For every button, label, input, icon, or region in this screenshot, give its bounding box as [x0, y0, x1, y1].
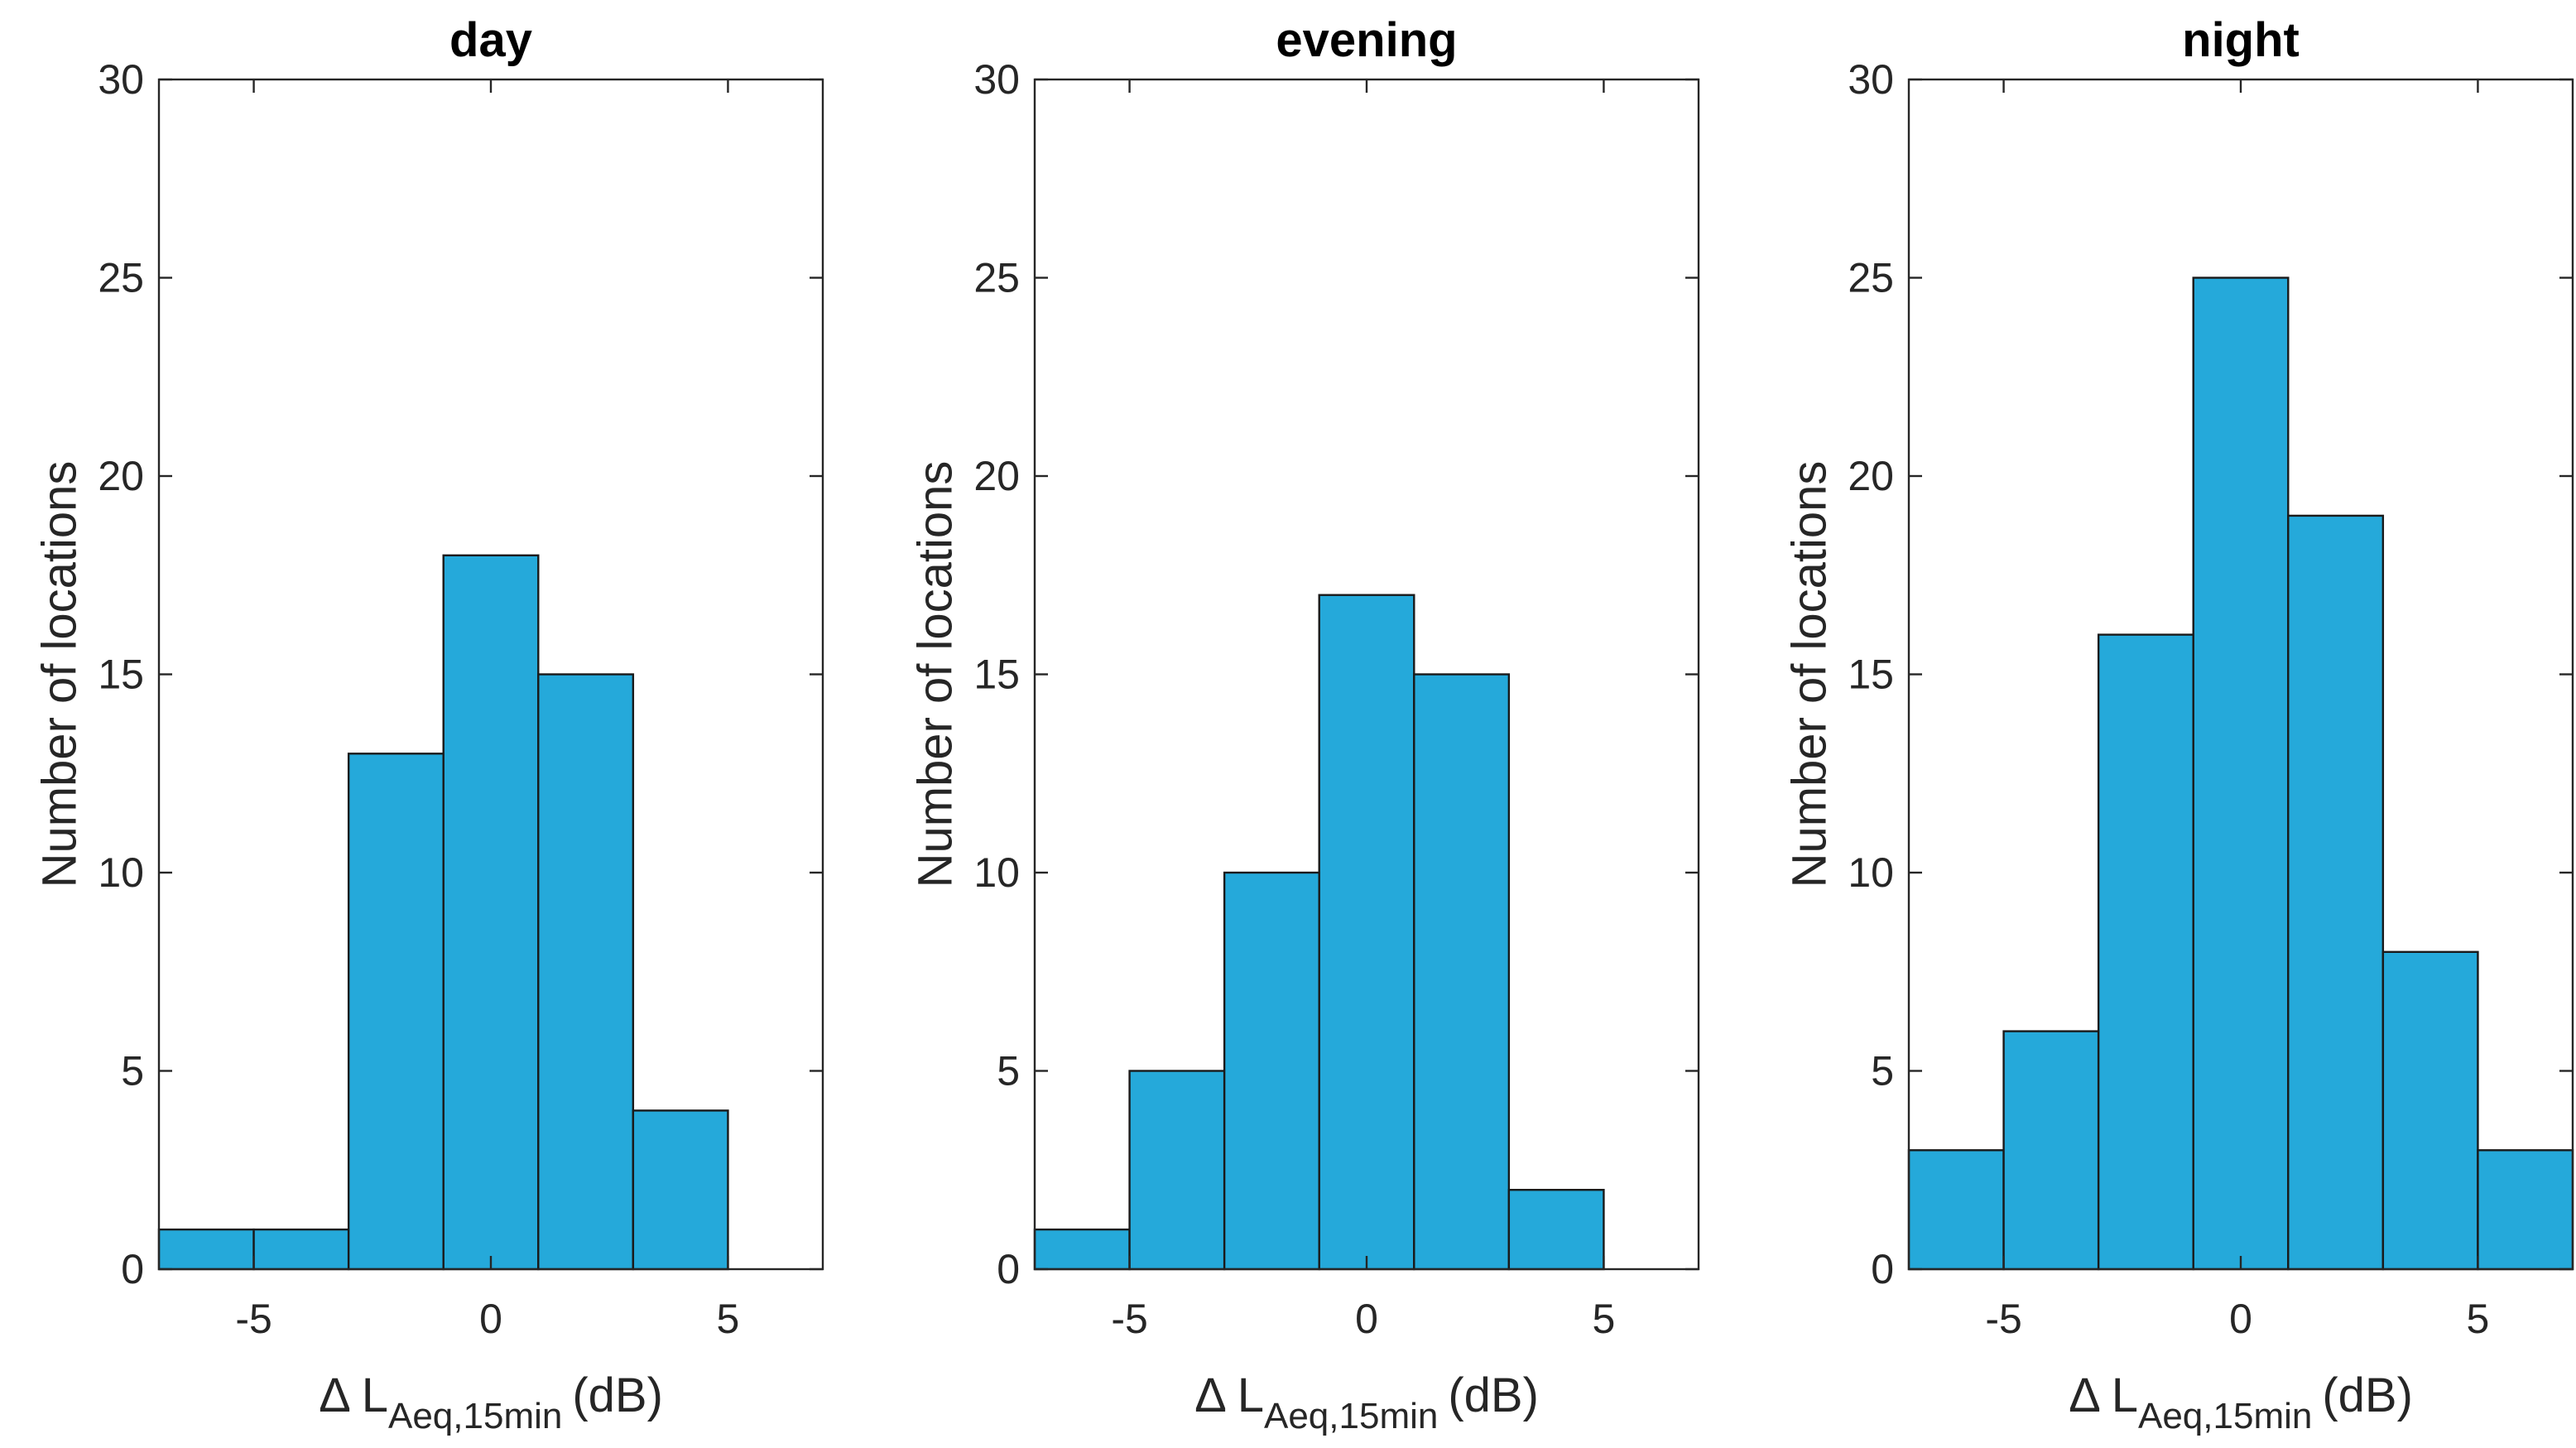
histogram-bar: [2192, 277, 2290, 1271]
y-tick-label: 0: [121, 1246, 144, 1292]
x-tick-label: 0: [479, 1296, 502, 1342]
x-axis-label: Δ LAeq,15min (dB): [319, 1369, 663, 1436]
histogram-bar: [1413, 673, 1511, 1271]
histogram-bar: [2002, 1030, 2100, 1271]
histogram-bar: [2097, 633, 2194, 1271]
chart-panel-night: 0 5 10 15 20 25 30 -5 0 5 night Δ LAeq,15min (dB) Num…: [1783, 13, 2574, 1436]
x-tick-label: 0: [2229, 1296, 2252, 1342]
y-tick-label: 25: [973, 255, 1020, 301]
y-tick-label: 30: [1848, 56, 1894, 103]
histogram-bar: [442, 554, 540, 1271]
y-tick-label: 5: [997, 1048, 1020, 1094]
chart-panel-day: 0 5 10 15 20 25 30 -5 0 5 day Δ LAeq,15min (dB) Numbe…: [33, 13, 824, 1436]
x-axis-label-unit: (dB): [572, 1369, 663, 1422]
y-tick-label: 30: [973, 56, 1020, 103]
x-axis-label-main: Δ L: [2069, 1369, 2138, 1422]
histogram-bar: [252, 1228, 350, 1271]
y-tick-label: 25: [98, 255, 144, 301]
x-tick-label: 5: [1593, 1296, 1616, 1342]
x-axis-label-main: Δ L: [1194, 1369, 1264, 1422]
y-tick-label: 25: [1848, 255, 1894, 301]
y-axis-label: Number of locations: [1783, 461, 1837, 888]
histogram-bar: [2287, 514, 2385, 1271]
x-tick-label: 5: [717, 1296, 740, 1342]
x-axis-label-subscript: Aeq,15min: [2138, 1396, 2312, 1436]
x-axis-label-unit: (dB): [1448, 1369, 1539, 1422]
y-tick-label: 20: [98, 453, 144, 499]
x-tick-label: 0: [1355, 1296, 1378, 1342]
y-tick-label: 10: [973, 849, 1020, 896]
histogram-bar: [1128, 1070, 1226, 1271]
y-tick-label: 20: [973, 453, 1020, 499]
y-tick-label: 0: [997, 1246, 1020, 1292]
y-tick-label: 30: [98, 56, 144, 103]
histogram-bar: [632, 1109, 729, 1271]
x-tick-label: -5: [1111, 1296, 1147, 1342]
y-tick-label: 20: [1848, 453, 1894, 499]
x-tick-label: -5: [235, 1296, 272, 1342]
y-tick-label: 5: [121, 1048, 144, 1094]
x-axis-label: Δ LAeq,15min (dB): [2069, 1369, 2413, 1436]
histogram-bar: [1318, 594, 1415, 1271]
x-tick-label: 5: [2467, 1296, 2490, 1342]
y-tick-label: 15: [1848, 652, 1894, 698]
x-tick-label: -5: [1985, 1296, 2021, 1342]
chart-title: evening: [1276, 13, 1457, 67]
y-tick-label: 15: [973, 652, 1020, 698]
x-axis-label-unit: (dB): [2322, 1369, 2413, 1422]
y-tick-label: 0: [1871, 1246, 1894, 1292]
histogram-bar: [2477, 1149, 2574, 1271]
histogram-bar: [537, 673, 635, 1271]
chart-title: day: [449, 13, 532, 67]
histogram-bar: [1507, 1188, 1605, 1271]
x-axis-label-main: Δ L: [319, 1369, 388, 1422]
x-axis-label: Δ LAeq,15min (dB): [1194, 1369, 1539, 1436]
y-axis-label: Number of locations: [33, 461, 87, 888]
y-tick-label: 10: [1848, 849, 1894, 896]
x-axis-label-subscript: Aeq,15min: [388, 1396, 562, 1436]
x-axis-label-subscript: Aeq,15min: [1264, 1396, 1438, 1436]
y-tick-label: 10: [98, 849, 144, 896]
y-tick-label: 5: [1871, 1048, 1894, 1094]
chart-panel-evening: 0 5 10 15 20 25 30 -5 0 5 evening Δ LAeq,15min (dB) N…: [909, 13, 1700, 1436]
histogram-bar: [1907, 1149, 2005, 1271]
histogram-bar: [1033, 1228, 1131, 1271]
histogram-bar: [157, 1228, 255, 1271]
y-axis-label: Number of locations: [909, 461, 963, 888]
y-tick-label: 15: [98, 652, 144, 698]
histogram-bar: [1223, 871, 1320, 1271]
histogram-bar: [2381, 950, 2479, 1271]
histogram-bar: [347, 753, 445, 1271]
chart-title: night: [2182, 13, 2300, 67]
